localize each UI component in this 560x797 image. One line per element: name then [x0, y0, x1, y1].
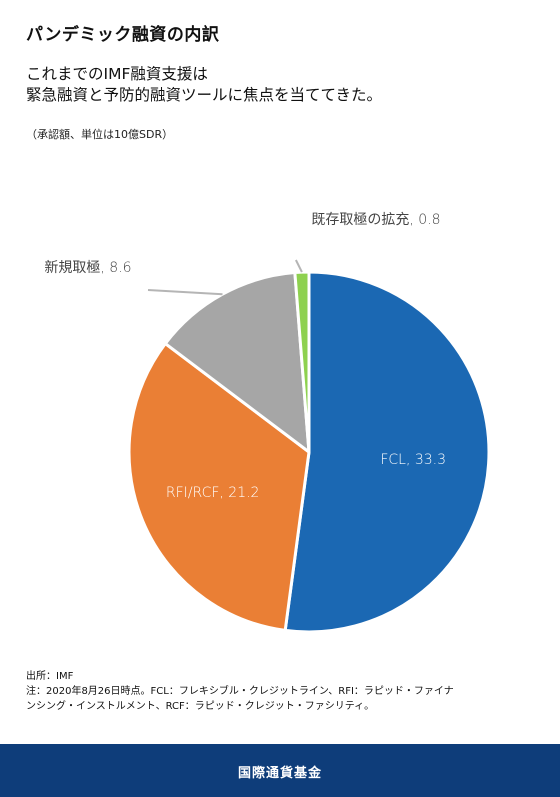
slice-label-2: 新規取極, 8.6: [44, 260, 131, 276]
chart-subtitle: これまでのIMF融資支援は 緊急融資と予防的融資ツールに焦点を当ててきた。: [26, 64, 546, 106]
slice-label-3: 既存取極の拡充, 0.8: [311, 212, 440, 228]
pie-labels: FCL, 33.3 RFI/RCF, 21.2 新規取極, 8.6 既存取極の拡充, …: [44, 212, 446, 501]
note-line-1: 注：2020年8月26日時点。FCL：フレキシブル・クレジットライン、RFI：ラ…: [26, 686, 454, 697]
note-line-2: ンシング・インストルメント、RCF：ラピッド・クレジット・ファシリティ。: [26, 701, 375, 712]
footer-label: 国際通貨基金: [237, 766, 322, 781]
unit-note: （承認額、単位は10億SDR）: [26, 128, 174, 141]
source-line: 出所：IMF: [26, 671, 74, 682]
footer-bar: 国際通貨基金: [0, 744, 560, 797]
slice-label-0: FCL, 33.3: [380, 452, 446, 468]
leader-line-2: [147, 289, 223, 296]
source-notes: 出所：IMF 注：2020年8月26日時点。FCL：フレキシブル・クレジットライ…: [26, 669, 536, 714]
subtitle-line-2: 緊急融資と予防的融資ツールに焦点を当ててきた。: [26, 86, 383, 104]
chart-title: パンデミック融資の内訳: [26, 25, 220, 45]
leader-line-3: [295, 259, 303, 273]
pie-chart: FCL, 33.3 RFI/RCF, 21.2 新規取極, 8.6 既存取極の拡充, …: [44, 212, 491, 634]
pie-slice-0: [283, 270, 491, 634]
subtitle-line-1: これまでのIMF融資支援は: [26, 65, 208, 83]
slice-label-1: RFI/RCF, 21.2: [166, 485, 260, 501]
pie-slice-3: [293, 270, 311, 454]
pie-slices: [127, 270, 491, 634]
pie-slice-1: [127, 342, 311, 632]
